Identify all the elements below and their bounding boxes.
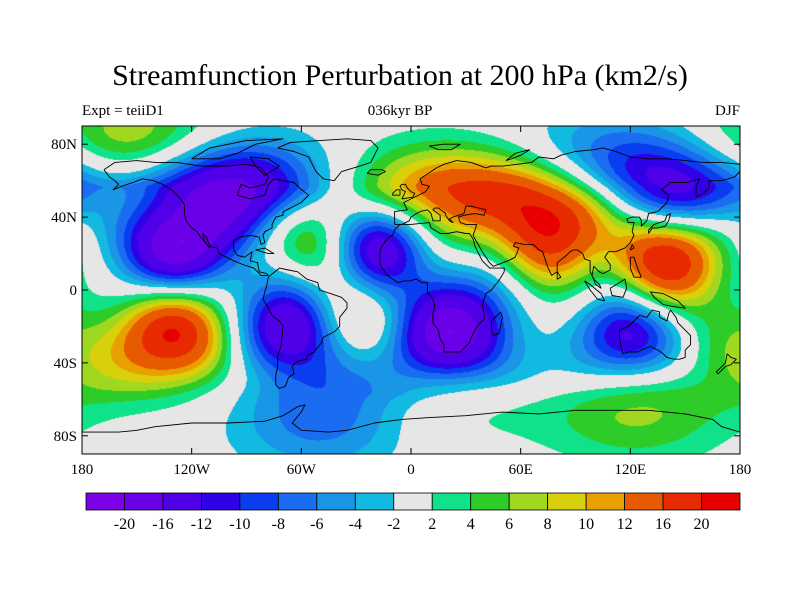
colorbar-label: 16 (655, 516, 671, 533)
colorbar-swatch (508, 492, 549, 511)
colorbar-swatch (162, 492, 202, 511)
coastline-africa (379, 222, 505, 353)
colorbar-swatch (431, 492, 472, 511)
coastline-sri-lanka (556, 271, 562, 280)
colorbar-label: -12 (191, 516, 212, 533)
coastline-cuba (255, 247, 275, 255)
lon-tick-label: 0 (407, 462, 415, 478)
coastline-south-america (262, 267, 348, 389)
coastline-ireland (392, 189, 401, 196)
colorbar-swatch (470, 492, 510, 511)
colorbar-label: 4 (467, 516, 475, 533)
coastlines (82, 138, 740, 433)
coastline-greenland (277, 138, 379, 182)
lon-tick-label: 180 (729, 462, 752, 478)
colorbar-label: 20 (694, 516, 710, 533)
lon-tick-label: 120E (614, 462, 646, 478)
coastline-north-america (103, 160, 310, 276)
season-label: DJF (714, 103, 740, 119)
lat-tick-label: 40S (54, 356, 77, 372)
colorbar-swatch (201, 492, 241, 511)
coastline-antarctica (82, 404, 740, 433)
lat-tick-label: 40N (51, 210, 77, 226)
coastline-new-zealand (715, 353, 737, 375)
coastline-new-guinea (650, 291, 686, 309)
experiment-label: Expt = teiiD1 (82, 103, 164, 119)
colorbar-label: -8 (272, 516, 285, 533)
coastline-borneo (609, 278, 628, 298)
colorbar-swatch (624, 492, 664, 511)
coastline-uk (399, 183, 416, 200)
colorbar-label: -20 (114, 516, 135, 533)
colorbar-swatch (701, 492, 741, 511)
colorbar-label: 12 (617, 516, 633, 533)
lon-tick-label: 180 (71, 462, 94, 478)
colorbar-swatch (662, 492, 702, 511)
lat-tick-label: 80N (51, 137, 77, 153)
colorbar-label: 2 (428, 516, 436, 533)
coastline-baffin (249, 156, 280, 176)
colorbar-swatch (547, 492, 587, 511)
coastline-novaya-zemlya (505, 149, 531, 162)
colorbar-swatch (393, 492, 433, 511)
colorbar-label: -4 (349, 516, 362, 533)
lat-tick-label: 80S (54, 429, 77, 445)
coastline-iceland (366, 169, 386, 176)
colorbar-label: -2 (387, 516, 400, 533)
colorbar-swatch (239, 492, 279, 511)
colorbar: -20 -16 -12 -10 -8 -6 -4 -2 2 4 6 8 10 12 16 20 (85, 492, 741, 533)
colorbar-label: 10 (578, 516, 594, 533)
map-panel (82, 126, 740, 454)
lat-tick-label: 0 (70, 283, 78, 299)
colorbar-label: -10 (229, 516, 250, 533)
colorbar-swatch (277, 492, 318, 511)
coastline-svalbard (429, 143, 461, 151)
coastline-arctic-islands (191, 138, 284, 160)
coastline-sumatra (584, 280, 606, 302)
colorbar-swatch (316, 492, 356, 511)
lon-tick-label: 120W (173, 462, 211, 478)
colorbar-swatch (585, 492, 625, 511)
time-label: 036kyr BP (367, 103, 433, 119)
coastline-eurasia (394, 147, 740, 289)
coastline-australia (618, 309, 692, 360)
coastline-philippines (629, 256, 642, 278)
coastline-taiwan (629, 244, 635, 251)
colorbar-label: 8 (544, 516, 552, 533)
colorbar-swatch (85, 492, 125, 511)
coastline-madagascar (490, 311, 503, 337)
colorbar-swatch (124, 492, 164, 511)
colorbar-swatch (354, 492, 395, 511)
contour-field (82, 126, 740, 454)
colorbar-label: -6 (310, 516, 323, 533)
map-axes: 180 120W 60W 0 60E 120E 180 80N 40N 0 40S 80S (51, 126, 751, 478)
plot-title: Streamfunction Perturbation at 200 hPa (… (112, 59, 688, 92)
coastline-japan (648, 213, 671, 234)
colorbar-label: -16 (152, 516, 173, 533)
lon-tick-label: 60E (509, 462, 533, 478)
colorbar-label: 6 (505, 516, 513, 533)
lon-tick-label: 60W (287, 462, 317, 478)
